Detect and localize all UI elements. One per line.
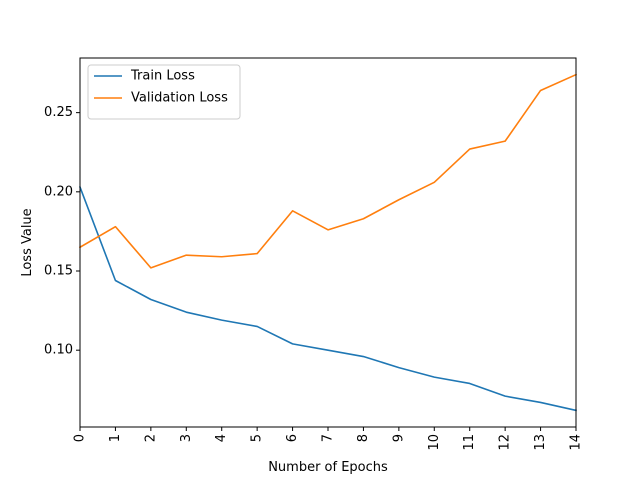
x-tick-label: 1 [108,434,123,442]
legend-label-1: Validation Loss [131,91,228,106]
x-tick-label: 0 [73,434,88,442]
x-tick-label: 14 [569,434,584,451]
x-tick-label: 11 [462,434,477,451]
x-tick-label: 13 [533,434,548,451]
series-line-0 [78,186,577,412]
x-axis-label: Number of Epochs [268,460,388,475]
y-tick-label: 0.25 [44,105,73,120]
x-tick-label: 2 [143,434,158,442]
x-tick-label: 5 [250,434,265,442]
plot-area [78,73,578,412]
x-tick-label: 10 [427,434,442,451]
y-tick-label: 0.15 [44,264,73,279]
x-tick-label: 12 [498,434,513,451]
legend-label-0: Train Loss [130,69,195,84]
x-axis: 0 1 2 3 4 5 6 7 8 9 10 11 12 13 14 [73,427,584,451]
x-tick-label: 7 [321,434,336,442]
x-tick-label: 3 [179,434,194,442]
x-tick-label: 9 [391,434,406,442]
series-line-1 [78,73,578,269]
x-tick-label: 8 [356,434,371,442]
x-tick-label: 6 [285,434,300,442]
x-tick-label: 4 [214,434,229,442]
legend: Train Loss Validation Loss [87,64,241,120]
y-axis: 0.10 0.15 0.20 0.25 [44,105,80,358]
y-axis-label: Loss Value [20,208,35,276]
y-tick-label: 0.10 [44,343,73,358]
legend-box [87,64,241,120]
y-tick-label: 0.20 [44,184,73,199]
